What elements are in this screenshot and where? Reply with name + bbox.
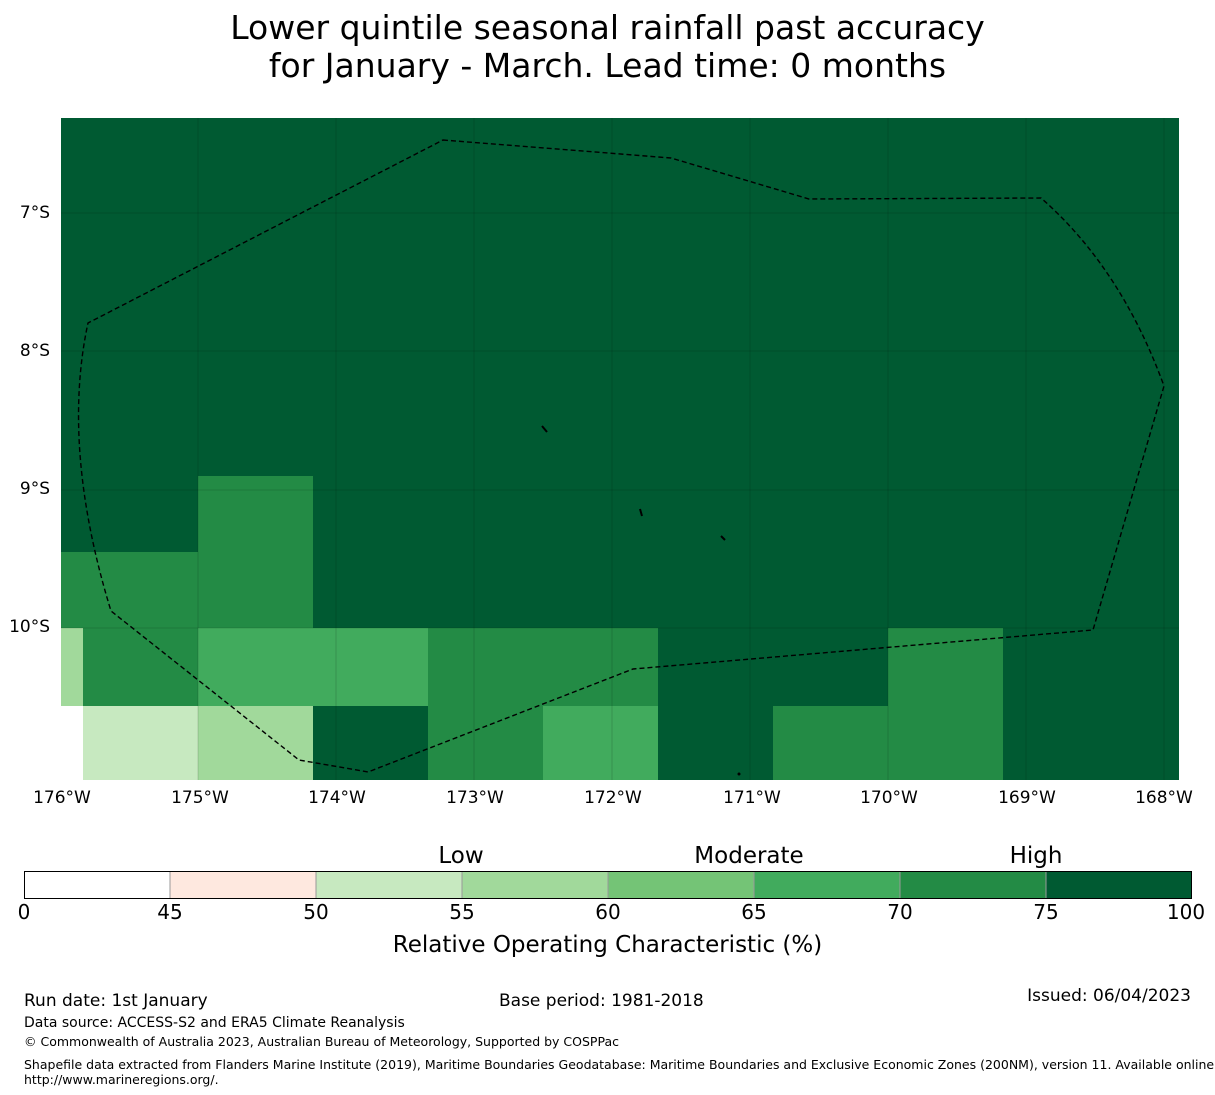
map-cell-no-data (61, 706, 83, 780)
y-tick-label: 10°S (9, 617, 50, 637)
island-marker (737, 772, 741, 776)
colorbar-segment (754, 871, 900, 899)
colorbar-tick-label: 0 (17, 900, 31, 924)
colorbar-segment (24, 871, 170, 899)
map-cell-55-60 (198, 706, 313, 780)
map-cell-70-75 (83, 628, 198, 706)
colorbar-tick-label: 75 (1033, 900, 1059, 924)
island-marker (720, 535, 726, 541)
x-tick-label: 168°W (1135, 788, 1193, 808)
colorbar-segment (608, 871, 754, 899)
x-tick-label: 175°W (171, 788, 229, 808)
chart-title-line1: Lower quintile seasonal rainfall past ac… (230, 8, 985, 47)
colorbar-segment (316, 871, 462, 899)
colorbar-segment (1046, 871, 1192, 899)
colorbar-tick-label: 50 (303, 900, 329, 924)
issued-date: Issued: 06/04/2023 (1027, 986, 1191, 1006)
x-tick-label: 170°W (860, 788, 918, 808)
colorbar-axis-label: Relative Operating Characteristic (%) (392, 932, 823, 958)
island-marker (541, 425, 548, 433)
colorbar-segment (170, 871, 316, 899)
map-cell-70-75 (773, 706, 888, 780)
colorbar-tick-label: 70 (887, 900, 913, 924)
colorbar-tick-label: 45 (157, 900, 183, 924)
map-cell-70-75 (428, 628, 658, 706)
eez-boundary (77, 139, 1165, 773)
copyright-notice: © Commonwealth of Australia 2023, Austra… (24, 1034, 619, 1049)
colorbar-tick-label: 100 (1166, 900, 1206, 924)
colorbar-segment (900, 871, 1046, 899)
map-cell-65-70 (543, 706, 658, 780)
colorbar-tick-label: 60 (595, 900, 621, 924)
map-cell-70-75 (428, 706, 543, 780)
map-cell-65-70 (198, 628, 428, 706)
chart-title-line2: for January - March. Lead time: 0 months (268, 46, 947, 85)
island-marker (639, 508, 643, 517)
colorbar-category-high: High (1009, 843, 1063, 869)
x-tick-label: 173°W (446, 788, 504, 808)
colorbar-category-moderate: Moderate (694, 843, 804, 869)
map-cell-70-75 (198, 476, 313, 628)
map-gridlines (61, 118, 1179, 780)
y-tick-label: 9°S (19, 479, 50, 499)
map-cell-70-75 (61, 552, 198, 628)
x-tick-label: 174°W (308, 788, 366, 808)
rainfall-accuracy-map (61, 118, 1179, 780)
x-tick-label: 169°W (998, 788, 1056, 808)
base-period: Base period: 1981-2018 (499, 991, 704, 1011)
colorbar-segment (462, 871, 608, 899)
shapefile-credit-line1: Shapefile data extracted from Flanders M… (24, 1057, 1215, 1072)
run-date: Run date: 1st January (24, 991, 208, 1011)
x-tick-label: 171°W (723, 788, 781, 808)
x-tick-label: 172°W (584, 788, 642, 808)
map-cell-55-60 (61, 628, 83, 706)
map-cell-50-55 (83, 706, 198, 780)
x-tick-label: 176°W (33, 788, 91, 808)
colorbar-tick-label: 55 (449, 900, 475, 924)
colorbar-tick-label: 65 (741, 900, 767, 924)
y-tick-label: 8°S (19, 341, 50, 361)
colorbar (24, 871, 1192, 899)
colorbar-category-low: Low (438, 843, 484, 869)
shapefile-credit-line2: http://www.marineregions.org/. (24, 1072, 219, 1087)
y-tick-label: 7°S (19, 203, 50, 223)
map-cell-70-75 (888, 628, 1003, 780)
data-source: Data source: ACCESS-S2 and ERA5 Climate … (24, 1015, 405, 1031)
